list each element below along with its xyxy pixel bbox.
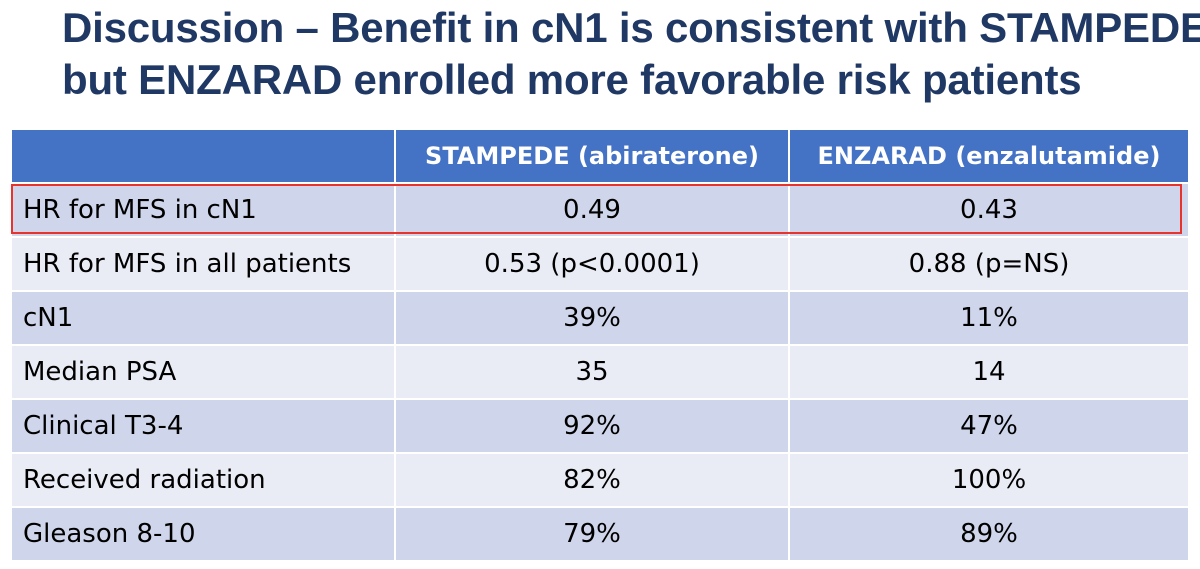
header-stampede: STAMPEDE (abiraterone) (395, 130, 790, 183)
stampede-value: 39% (395, 290, 790, 345)
enzarad-value: 47% (789, 398, 1188, 453)
table-row-hr-mfs-all: HR for MFS in all patients 0.53 (p<0.000… (12, 236, 1188, 291)
row-label: Received radiation (12, 452, 396, 507)
row-label: Clinical T3-4 (12, 398, 396, 453)
stampede-value: 92% (395, 398, 790, 453)
table-row-median-psa: Median PSA 35 14 (12, 344, 1188, 399)
table-row-cn1: cN1 39% 11% (12, 290, 1188, 345)
enzarad-value: 0.88 (p=NS) (789, 236, 1188, 291)
row-label: HR for MFS in cN1 (12, 182, 396, 237)
row-label: Median PSA (12, 344, 396, 399)
enzarad-value: 14 (789, 344, 1188, 399)
header-empty-cell (12, 130, 396, 183)
comparison-table: STAMPEDE (abiraterone) ENZARAD (enzaluta… (12, 130, 1188, 560)
row-label: HR for MFS in all patients (12, 236, 396, 291)
row-label: cN1 (12, 290, 396, 345)
stampede-value: 82% (395, 452, 790, 507)
enzarad-value: 100% (789, 452, 1188, 507)
row-label: Gleason 8-10 (12, 506, 396, 560)
slide-title: Discussion – Benefit in cN1 is consisten… (62, 2, 1200, 106)
table-row-hr-mfs-cn1: HR for MFS in cN1 0.49 0.43 (12, 182, 1188, 237)
stampede-value: 35 (395, 344, 790, 399)
stampede-value: 79% (395, 506, 790, 560)
enzarad-value: 0.43 (789, 182, 1188, 237)
header-enzarad: ENZARAD (enzalutamide) (789, 130, 1188, 183)
slide-title-line-2: but ENZARAD enrolled more favorable risk… (62, 56, 1082, 103)
table-row-clinical-t3-4: Clinical T3-4 92% 47% (12, 398, 1188, 453)
slide-title-line-1: Discussion – Benefit in cN1 is consisten… (62, 4, 1200, 51)
enzarad-value: 89% (789, 506, 1188, 560)
table-row-received-radiation: Received radiation 82% 100% (12, 452, 1188, 507)
table-header-row: STAMPEDE (abiraterone) ENZARAD (enzaluta… (12, 130, 1188, 183)
table-row-gleason-8-10: Gleason 8-10 79% 89% (12, 506, 1188, 560)
stampede-value: 0.49 (395, 182, 790, 237)
stampede-value: 0.53 (p<0.0001) (395, 236, 790, 291)
enzarad-value: 11% (789, 290, 1188, 345)
